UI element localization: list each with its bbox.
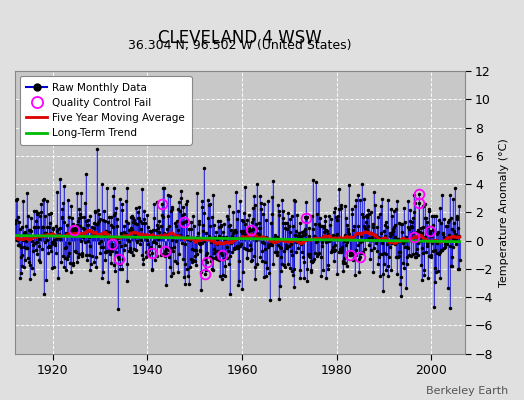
Legend: Raw Monthly Data, Quality Control Fail, Five Year Moving Average, Long-Term Tren: Raw Monthly Data, Quality Control Fail, … [20,76,191,144]
Y-axis label: Temperature Anomaly (°C): Temperature Anomaly (°C) [499,138,509,287]
Text: Berkeley Earth: Berkeley Earth [426,386,508,396]
Text: CLEVELAND 4 WSW: CLEVELAND 4 WSW [158,29,322,47]
Title: 36.304 N, 96.502 W (United States): 36.304 N, 96.502 W (United States) [128,39,352,52]
